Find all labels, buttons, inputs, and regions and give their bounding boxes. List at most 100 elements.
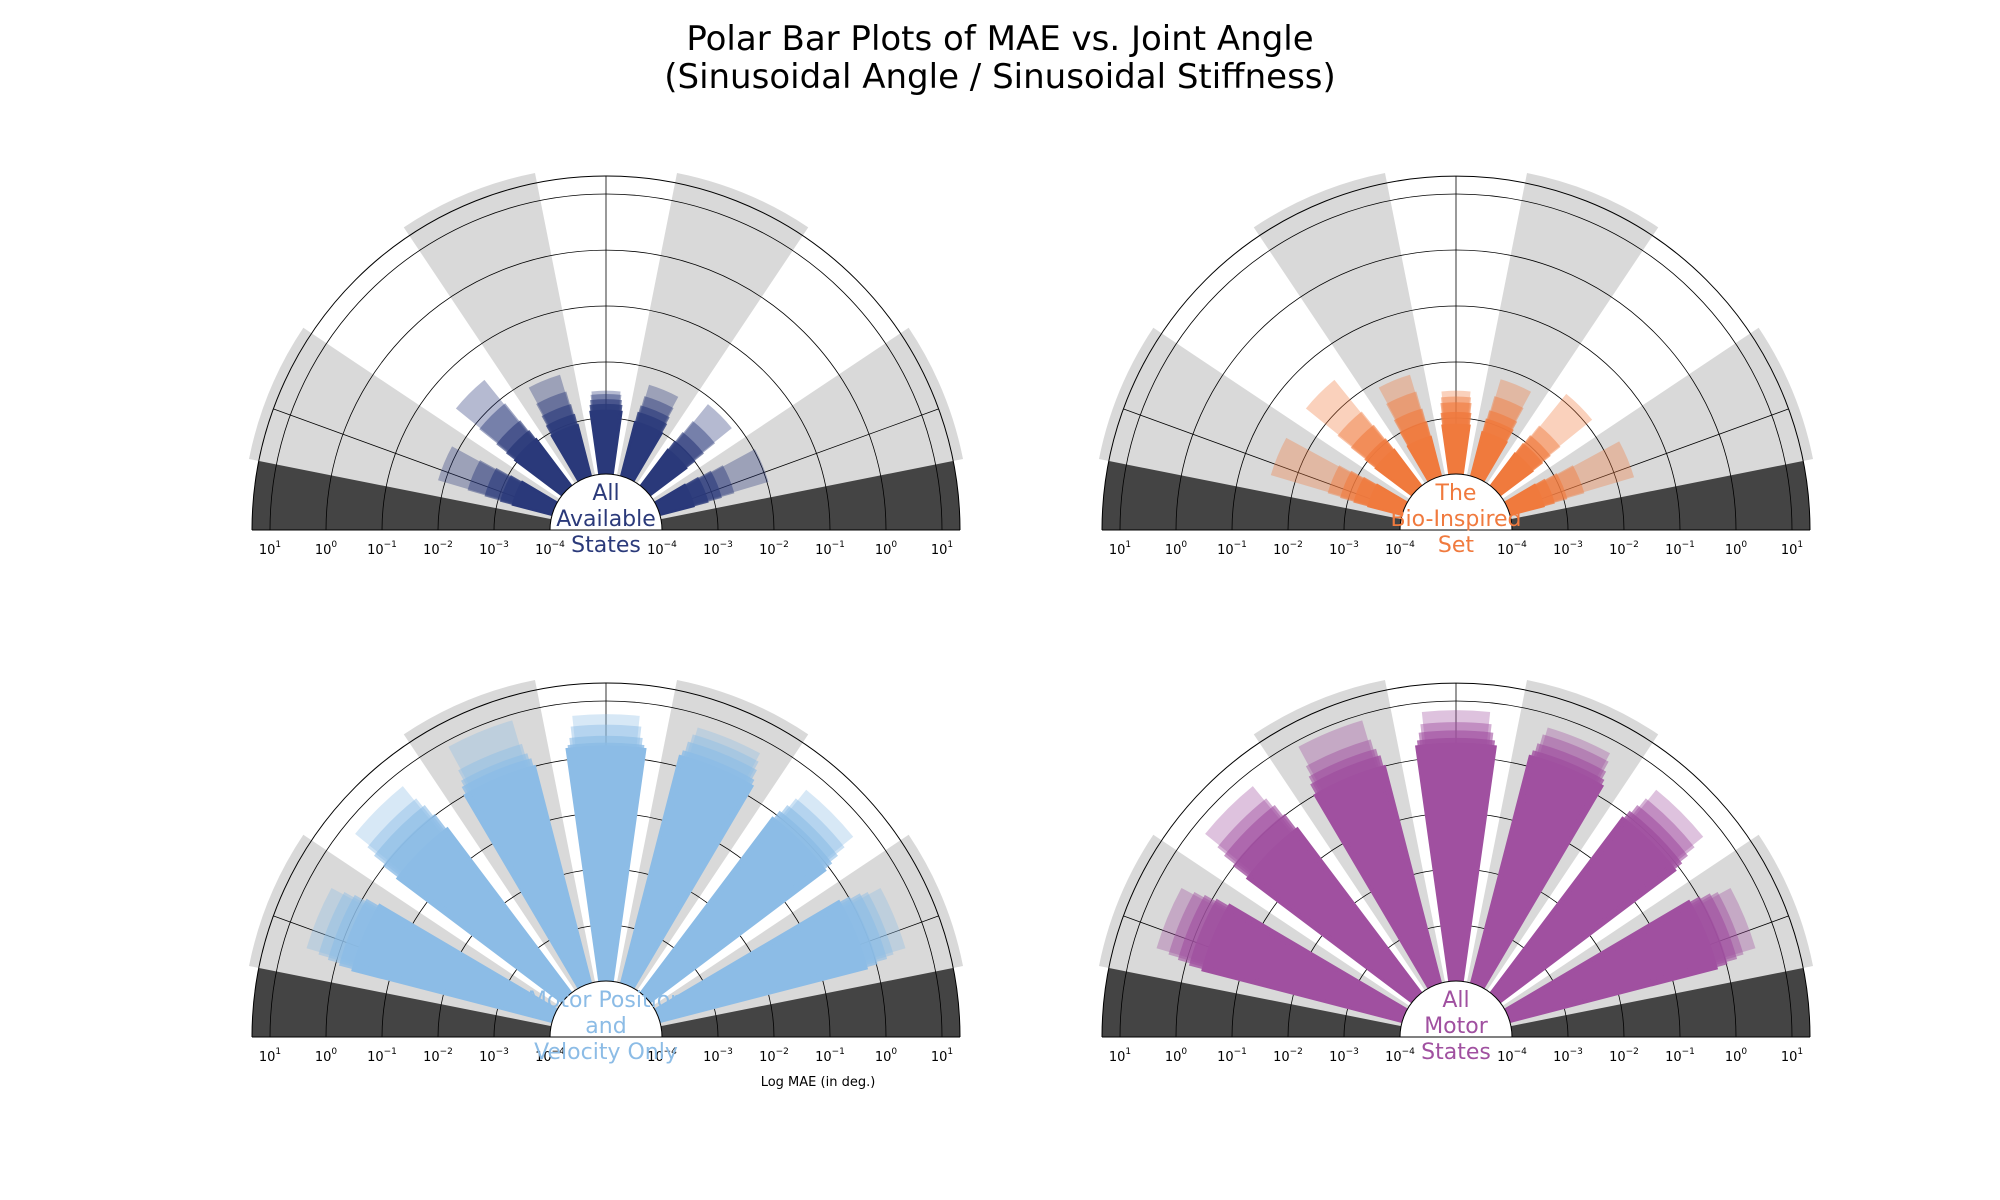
radial-tick-label: 10−2 xyxy=(1609,540,1639,558)
mae-bar xyxy=(1217,798,1422,1003)
center-label-line: All xyxy=(592,481,619,506)
radial-tick-label: 10−3 xyxy=(479,540,509,558)
outer-arc xyxy=(1101,175,1811,531)
mae-bar xyxy=(1505,887,1756,1022)
mae-bar xyxy=(1177,894,1408,1023)
mae-bar xyxy=(641,789,854,1002)
mae-bar xyxy=(1308,748,1442,989)
center-label-line: States xyxy=(1421,1040,1491,1065)
center-label-line: Velocity Only xyxy=(534,1040,678,1065)
mae-bar xyxy=(1337,411,1422,496)
center-label-line: Motor Position xyxy=(528,988,684,1013)
gray-bin-wedge xyxy=(1253,172,1446,484)
radial-tick-label: 10−2 xyxy=(1273,1047,1303,1065)
radial-tick-label: 10−4 xyxy=(535,1047,565,1065)
radial-tick-label: 10−1 xyxy=(1665,1047,1695,1065)
radial-tick-label: 101 xyxy=(259,540,281,558)
mae-bar xyxy=(654,470,722,516)
mae-bar xyxy=(448,720,591,988)
mae-bar xyxy=(541,403,592,482)
radial-tick-label: 10−2 xyxy=(759,540,789,558)
radial-tick-label: 101 xyxy=(1109,540,1131,558)
mae-bar xyxy=(1471,379,1532,481)
mae-bar xyxy=(1490,425,1561,496)
center-label-line: All xyxy=(1442,988,1469,1013)
gray-bin-wedge xyxy=(403,172,596,484)
mae-bar xyxy=(1471,396,1524,482)
mae-bar xyxy=(654,893,888,1023)
radial-tick-label: 10−3 xyxy=(1329,1047,1359,1065)
gray-bin-wedge xyxy=(248,327,560,520)
mae-bar xyxy=(640,798,845,1003)
mae-bar xyxy=(1505,441,1635,515)
center-hole xyxy=(1399,473,1513,531)
mae-bar xyxy=(536,391,591,482)
mae-bar xyxy=(621,734,759,989)
mae-bar xyxy=(1491,789,1704,1002)
radial-tick-label: 10−2 xyxy=(423,1047,453,1065)
mae-bar xyxy=(1490,435,1551,496)
radial-tick-label: 10−3 xyxy=(703,1047,733,1065)
mae-bar xyxy=(1440,402,1472,475)
radial-tick-label: 10−1 xyxy=(1665,540,1695,558)
mae-bar xyxy=(318,891,558,1022)
polar-panel-2: 101 100 10−1 10−2 10−3 10−4 10−4 10−3 10−2 10−1 10… xyxy=(1098,172,1814,558)
mae-bar xyxy=(640,420,716,496)
mae-bar xyxy=(1504,891,1744,1022)
mae-bar xyxy=(1440,396,1472,475)
center-label-line: Bio-Inspired xyxy=(1390,507,1521,532)
gray-bin-wedge xyxy=(1098,327,1410,520)
radial-tick-label: 10−1 xyxy=(1217,1047,1247,1065)
mae-bar xyxy=(484,467,558,516)
mae-bar xyxy=(1471,727,1611,988)
mae-bar xyxy=(374,805,572,1003)
radial-tick-label: 100 xyxy=(875,540,898,558)
radial-tick-label: 101 xyxy=(1781,1047,1803,1065)
mae-bar xyxy=(1168,891,1408,1022)
radial-tick-label: 101 xyxy=(1109,1047,1131,1065)
radial-tick-label: 100 xyxy=(1725,540,1748,558)
mae-bar xyxy=(528,374,591,481)
mae-bar xyxy=(479,403,572,496)
radial-tick-label: 100 xyxy=(875,1047,898,1065)
mae-bar xyxy=(569,735,643,982)
center-label-line: and xyxy=(585,1014,626,1039)
mae-bar xyxy=(355,786,571,1002)
mae-bar xyxy=(1491,393,1593,495)
mae-bar xyxy=(1490,798,1695,1003)
mae-bar xyxy=(640,805,838,1003)
radial-tick-label: 10−1 xyxy=(367,1047,397,1065)
mae-bar xyxy=(1305,739,1441,989)
mae-bar xyxy=(655,449,769,515)
mae-bar xyxy=(1420,722,1492,982)
mae-bar xyxy=(367,798,572,1003)
radial-tick-label: 10−4 xyxy=(1385,1047,1415,1065)
radial-tick-label: 10−2 xyxy=(1273,540,1303,558)
radial-tick-label: 10−2 xyxy=(423,540,453,558)
center-label-line: The xyxy=(1435,481,1477,506)
radial-tick-label: 100 xyxy=(1165,540,1188,558)
mae-bar xyxy=(1327,465,1408,515)
mae-bar xyxy=(1470,410,1518,482)
mae-bar xyxy=(467,460,558,515)
mae-bar xyxy=(1441,390,1471,475)
mae-bar xyxy=(621,384,679,481)
mae-bar xyxy=(620,405,670,482)
figure-title-line-2: (Sinusoidal Angle / Sinusoidal Stiffness… xyxy=(664,57,1336,97)
center-label-line: Available xyxy=(556,507,656,532)
center-label-line: Motor xyxy=(1424,1014,1489,1039)
radial-tick-label: 10−4 xyxy=(647,1047,677,1065)
radial-tick-label: 10−3 xyxy=(479,1047,509,1065)
mae-bar xyxy=(655,887,906,1022)
radial-tick-label: 101 xyxy=(259,1047,281,1065)
mae-bar xyxy=(1205,786,1421,1002)
mae-bar xyxy=(1350,424,1422,496)
mae-bar xyxy=(1421,710,1491,982)
radial-tick-label: 10−1 xyxy=(815,540,845,558)
radial-tick-label: 10−1 xyxy=(367,540,397,558)
radial-tick-label: 10−4 xyxy=(647,540,677,558)
radial-tick-label: 10−1 xyxy=(815,1047,845,1065)
gray-bin-wedge xyxy=(1466,172,1659,484)
mae-bar xyxy=(1378,374,1441,481)
mae-bar xyxy=(1270,437,1407,515)
